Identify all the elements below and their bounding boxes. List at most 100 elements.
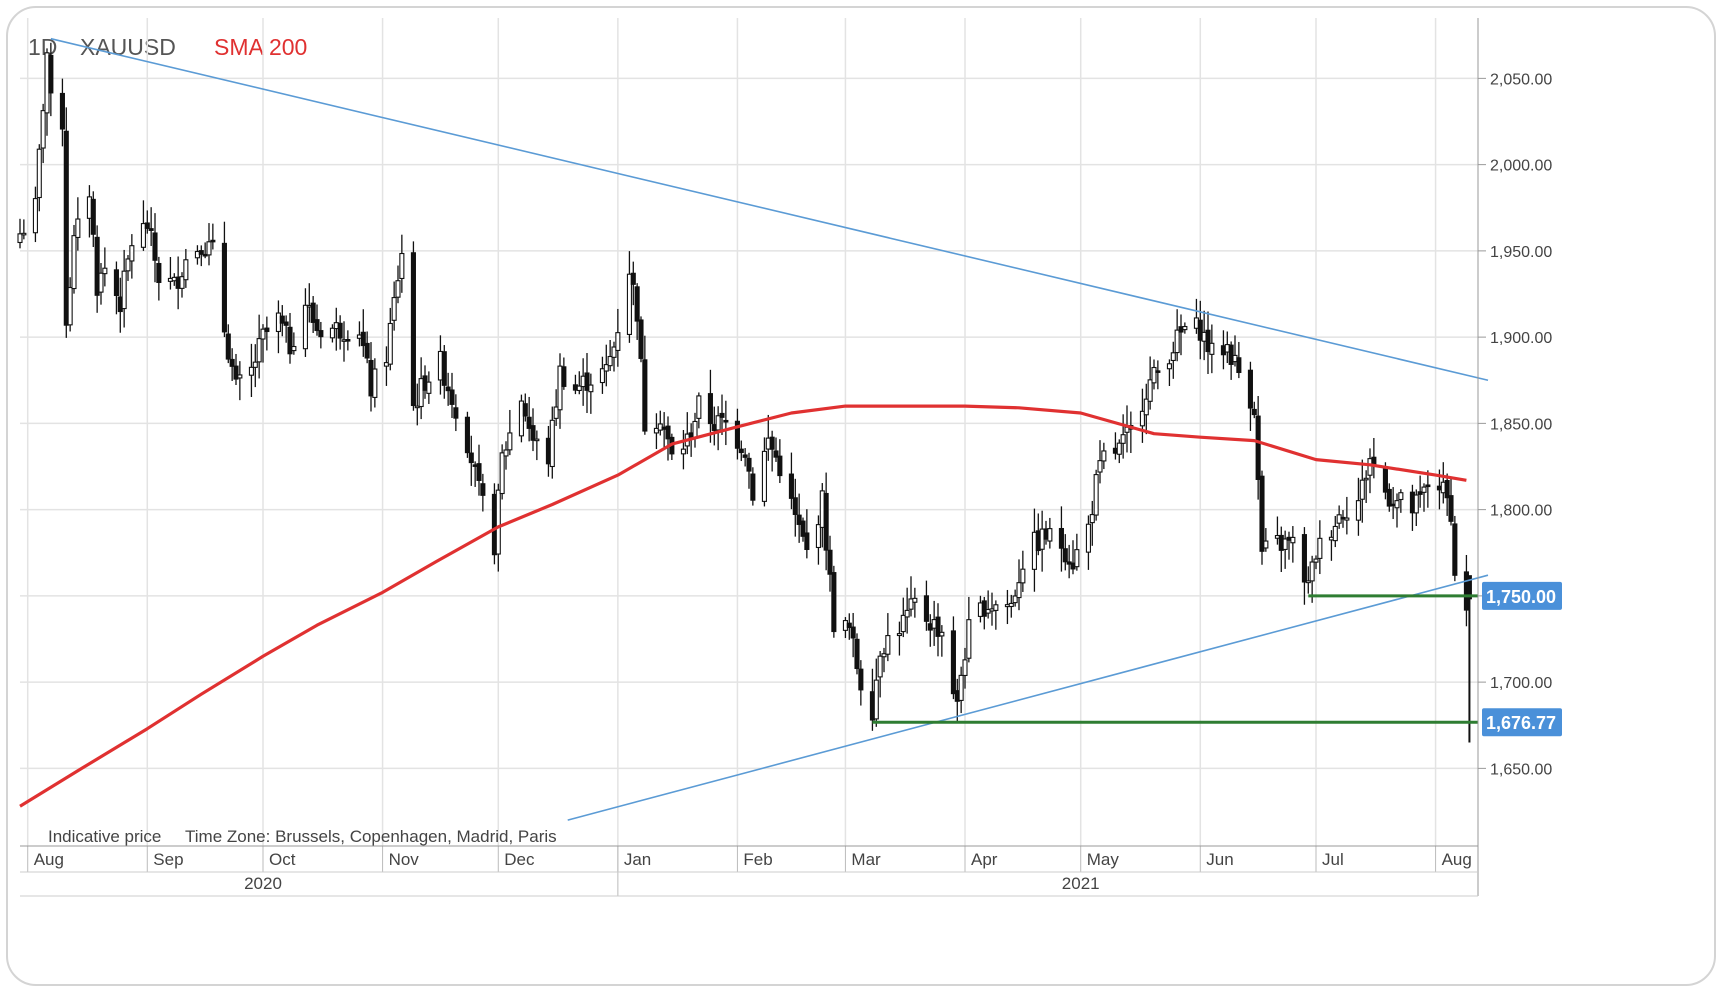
candle-body bbox=[225, 333, 231, 360]
candle-body bbox=[993, 604, 999, 611]
candle-body bbox=[773, 450, 779, 458]
candle-body bbox=[129, 245, 135, 262]
candle-body bbox=[1359, 479, 1365, 500]
candle-body bbox=[831, 572, 837, 633]
candle-body bbox=[939, 631, 945, 637]
candle-body bbox=[1344, 517, 1350, 521]
candle-body bbox=[260, 328, 266, 340]
candle-body bbox=[680, 448, 686, 455]
candle-body bbox=[418, 378, 424, 408]
candle-body bbox=[426, 381, 432, 394]
candle-body bbox=[1313, 558, 1319, 563]
candle-body bbox=[553, 406, 559, 419]
candle-body bbox=[815, 524, 821, 549]
chart-card: 1D XAUUSD SMA 200 1,650.001,700.001,750.… bbox=[6, 6, 1716, 986]
candle-body bbox=[750, 473, 756, 501]
candle-body bbox=[40, 110, 46, 149]
x-tick-label: Jan bbox=[624, 850, 651, 869]
y-tick-label: 1,900.00 bbox=[1490, 330, 1552, 347]
candle-body bbox=[584, 372, 590, 391]
price-chart[interactable]: 1,650.00 1,700.00 1,750.00 1,800.00 1,850.00… bbox=[8, 8, 1714, 984]
candle-body bbox=[468, 452, 474, 464]
candle-body bbox=[626, 273, 632, 335]
candle-body bbox=[364, 342, 370, 359]
candle-body bbox=[302, 304, 308, 350]
candle-body bbox=[17, 233, 23, 244]
candle-body bbox=[318, 330, 324, 338]
candle-body bbox=[900, 614, 906, 633]
candle-body bbox=[800, 520, 806, 537]
candle-body bbox=[1317, 537, 1323, 559]
candle-body bbox=[395, 280, 401, 298]
candle-body bbox=[1228, 344, 1234, 365]
candle-body bbox=[761, 450, 767, 502]
candle-body bbox=[1120, 434, 1126, 444]
candle-body bbox=[557, 365, 563, 411]
candle-body bbox=[850, 626, 856, 639]
candle-body bbox=[399, 252, 405, 280]
candle-body bbox=[549, 419, 555, 468]
legend-indicator: SMA 200 bbox=[214, 34, 308, 60]
candle-body bbox=[198, 250, 204, 255]
resistance-trendline bbox=[50, 37, 1489, 382]
candle-body bbox=[453, 407, 459, 419]
candle-body bbox=[36, 148, 42, 199]
candle-body bbox=[1147, 379, 1153, 402]
candle-body bbox=[858, 668, 864, 691]
candle-body bbox=[534, 438, 540, 442]
candle-body bbox=[1394, 500, 1400, 509]
x-tick-label: Sep bbox=[153, 850, 183, 869]
y-tick-label: 1,650.00 bbox=[1490, 761, 1552, 778]
candle-body bbox=[1205, 329, 1211, 353]
year-label: 2020 bbox=[244, 874, 282, 893]
candle-body bbox=[1236, 357, 1242, 374]
candle-body bbox=[360, 331, 366, 347]
candle-body bbox=[287, 326, 293, 355]
candle-body bbox=[1259, 475, 1265, 552]
candle-body bbox=[441, 351, 447, 386]
price-tag bbox=[1482, 581, 1562, 610]
candle-body bbox=[1012, 595, 1018, 604]
candle-body bbox=[804, 532, 810, 550]
candle-body bbox=[1074, 549, 1080, 568]
candle-body bbox=[1398, 492, 1404, 501]
candle-body bbox=[923, 595, 929, 622]
y-tick-label: 1,950.00 bbox=[1490, 244, 1552, 261]
candle-body bbox=[1174, 329, 1180, 354]
y-tick-label: 1,850.00 bbox=[1490, 416, 1552, 433]
candle-body bbox=[912, 597, 918, 603]
candle-body bbox=[1448, 495, 1454, 522]
candle-body bbox=[90, 198, 96, 235]
candle-body bbox=[140, 223, 146, 248]
candle-body bbox=[1047, 528, 1053, 542]
candle-body bbox=[48, 54, 54, 94]
candle-body bbox=[1058, 527, 1064, 549]
candle-body bbox=[796, 514, 802, 525]
candle-body bbox=[1309, 561, 1315, 582]
candle-body bbox=[966, 619, 972, 659]
candle-body bbox=[98, 272, 104, 293]
candle-body bbox=[233, 365, 239, 380]
candle-body bbox=[1062, 548, 1068, 563]
candle-body bbox=[1093, 474, 1099, 516]
candle-body bbox=[248, 366, 254, 376]
candle-body bbox=[1301, 534, 1307, 583]
candle-body bbox=[1425, 484, 1431, 488]
candle-body bbox=[156, 262, 162, 283]
candle-body bbox=[522, 403, 528, 417]
candle-body bbox=[507, 432, 513, 451]
candle-body bbox=[445, 386, 451, 392]
x-tick-label: Jul bbox=[1322, 850, 1344, 869]
candle-body bbox=[873, 679, 879, 720]
x-tick-label: Apr bbox=[971, 850, 998, 869]
candle-body bbox=[237, 374, 243, 379]
candle-body bbox=[464, 416, 470, 454]
candle-body bbox=[1116, 442, 1122, 455]
candle-body bbox=[1417, 491, 1423, 495]
candle-body bbox=[63, 130, 69, 326]
candle-body bbox=[391, 297, 397, 321]
candle-body bbox=[229, 358, 235, 367]
candle-body bbox=[499, 452, 505, 495]
candle-body bbox=[372, 368, 378, 398]
x-tick-label: Aug bbox=[1442, 850, 1472, 869]
